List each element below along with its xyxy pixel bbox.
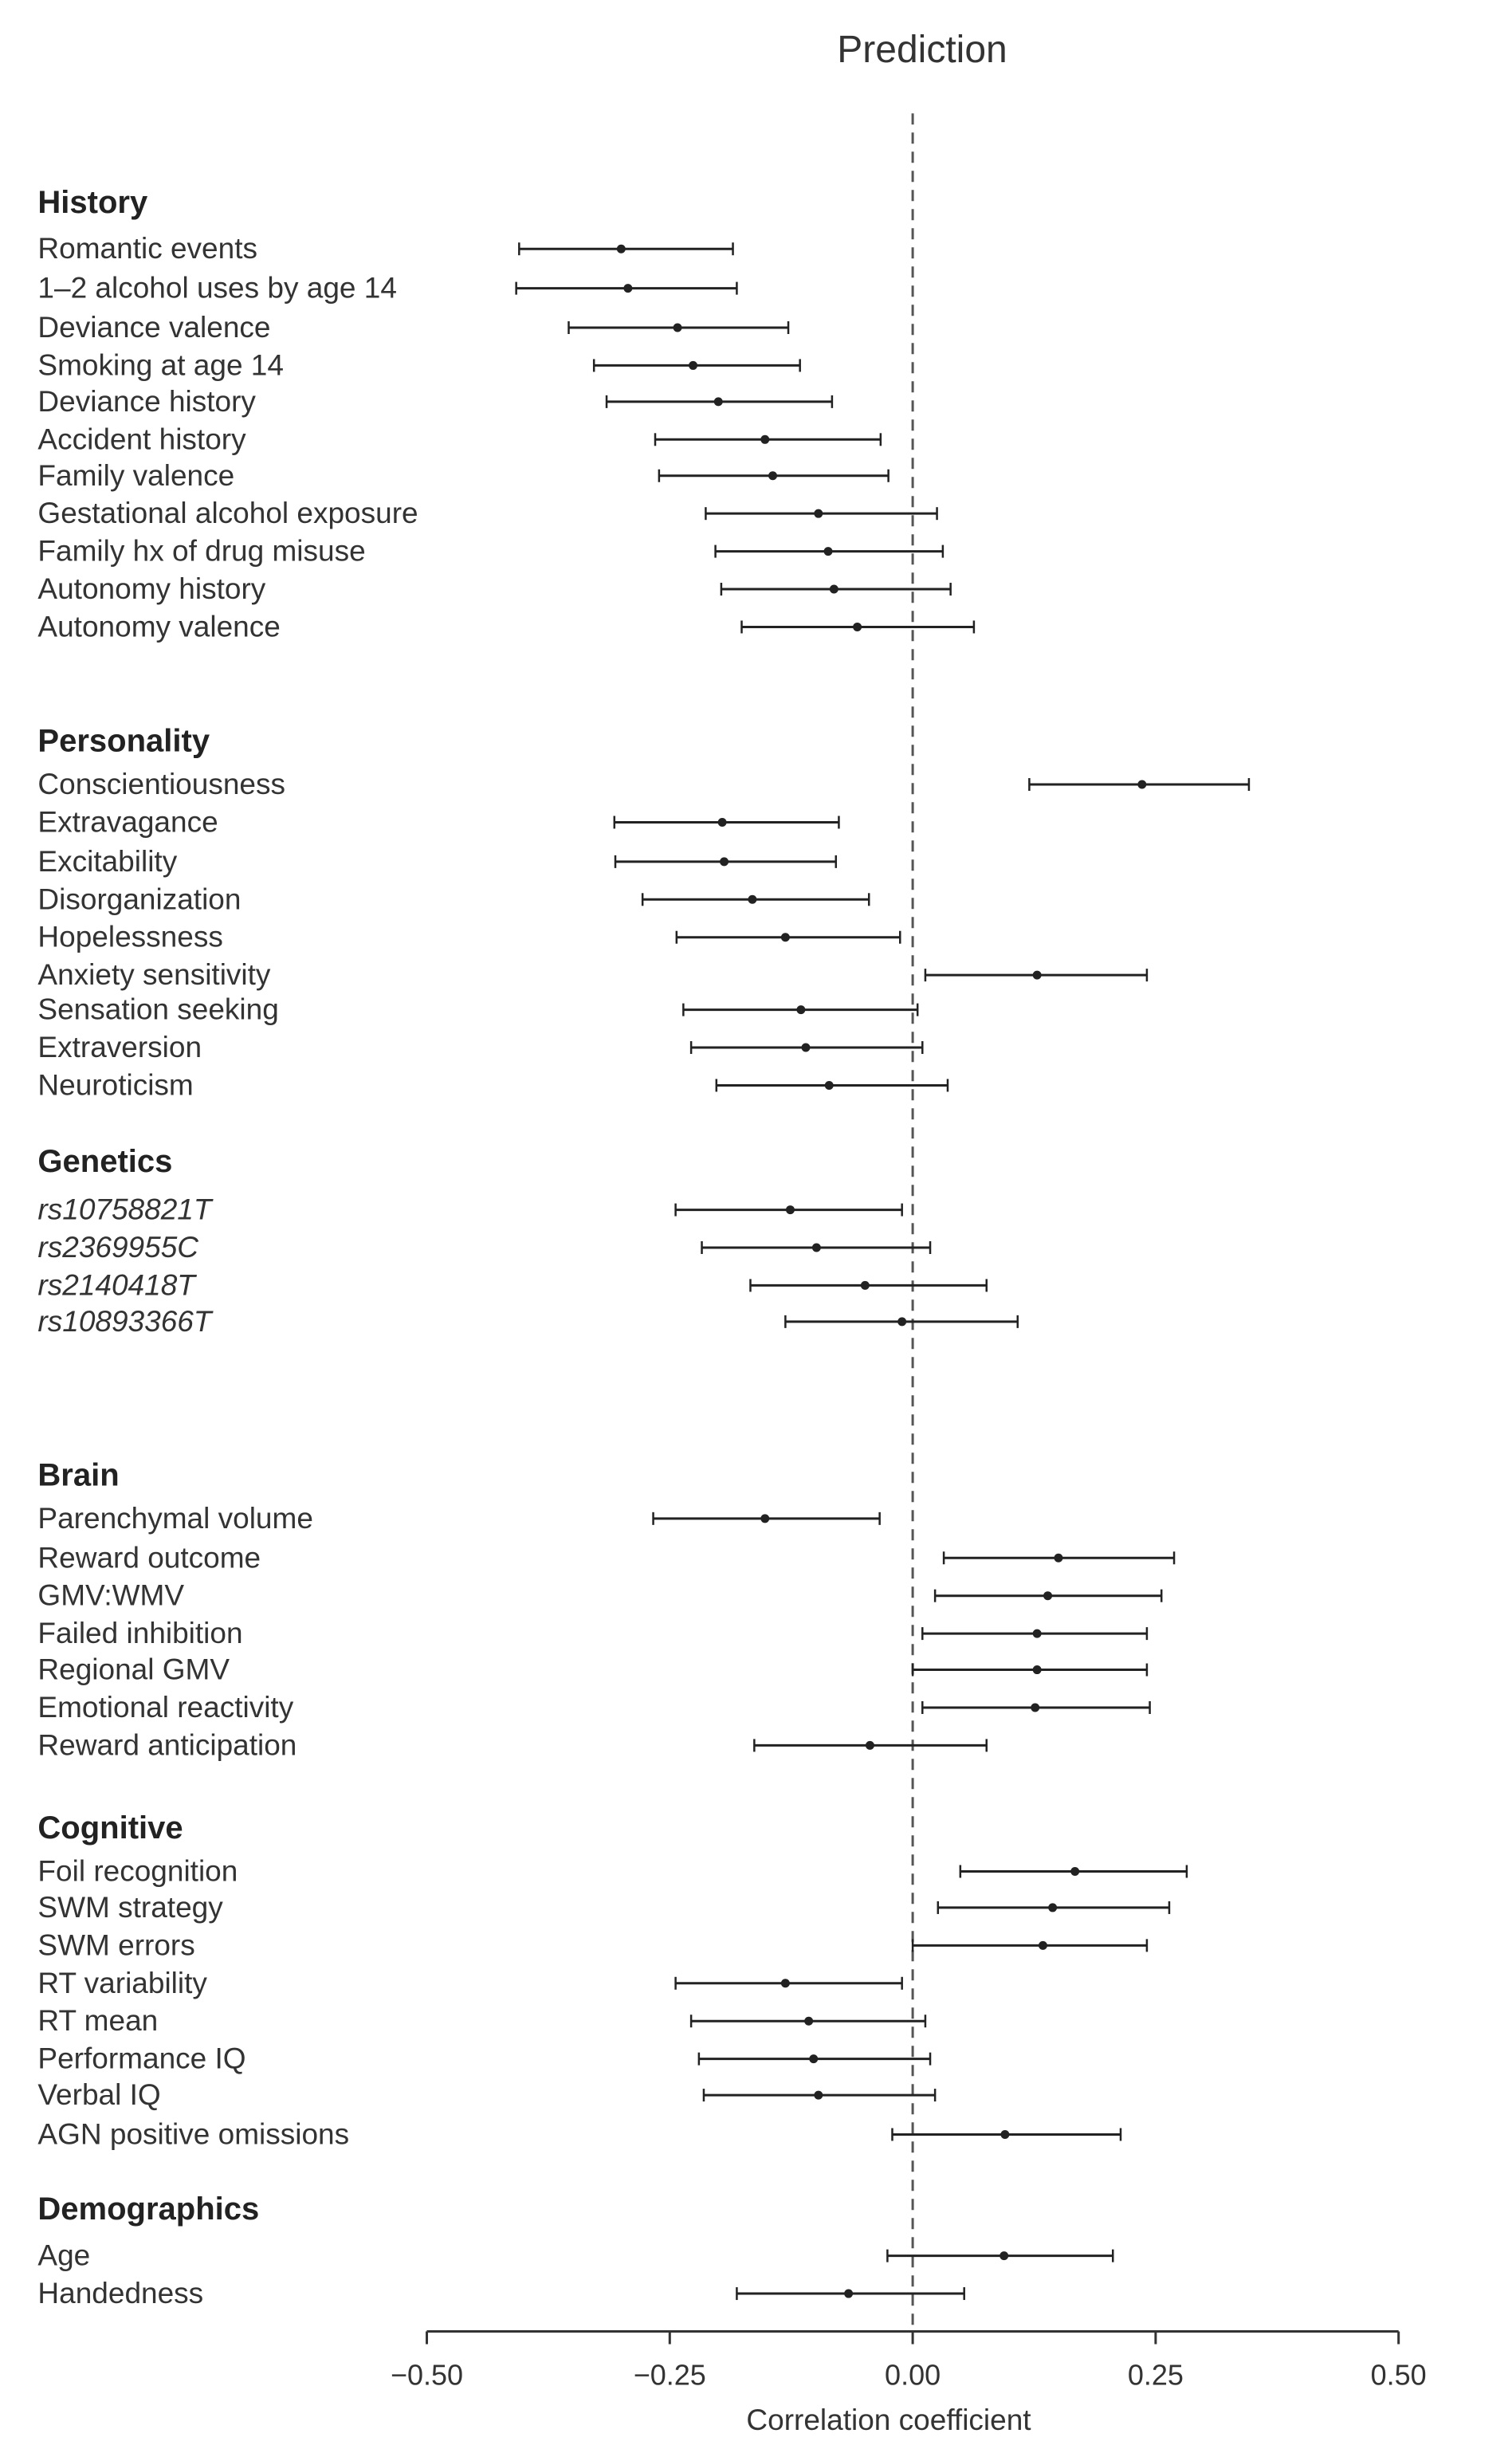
row-label: Excitability [37, 845, 177, 878]
group-header: Personality [37, 724, 210, 759]
row-label: 1–2 alcohol uses by age 14 [37, 272, 397, 305]
point-estimate [1137, 780, 1147, 789]
row-label: AGN positive omissions [37, 2117, 349, 2150]
point-estimate [804, 2016, 814, 2026]
row-label: SWM errors [37, 1928, 194, 1961]
point-estimate [1043, 1591, 1053, 1601]
x-tick-label: −0.50 [391, 2359, 463, 2392]
row-label: Parenchymal volume [37, 1502, 312, 1535]
point-estimate [1031, 1703, 1040, 1712]
row-label: Extravagance [37, 805, 218, 838]
point-estimate [1038, 1940, 1047, 1950]
point-estimate [1070, 1866, 1080, 1876]
x-tick-label: 0.50 [1371, 2359, 1427, 2392]
row-label: Extraversion [37, 1031, 202, 1063]
point-estimate [829, 584, 838, 594]
point-estimate [768, 471, 778, 481]
row-label: Smoking at age 14 [37, 348, 284, 381]
point-estimate [796, 1005, 806, 1015]
row-label: Performance IQ [37, 2042, 245, 2075]
row-label: SWM strategy [37, 1891, 223, 1924]
row-label: Sensation seeking [37, 993, 278, 1026]
group-header: Demographics [37, 2192, 259, 2227]
point-estimate [844, 2289, 854, 2298]
group-header: History [37, 185, 148, 220]
row-label: Autonomy history [37, 572, 265, 605]
row-label: RT mean [37, 2004, 158, 2037]
row-label: Accident history [37, 423, 246, 455]
point-estimate [673, 323, 682, 332]
row-label: Anxiety sensitivity [37, 958, 270, 991]
row-label: Verbal IQ [37, 2078, 160, 2111]
row-label: rs2140418T [37, 1268, 197, 1301]
row-label: rs10758821T [37, 1193, 213, 1226]
point-estimate [853, 622, 862, 631]
x-tick-label: 0.25 [1128, 2359, 1184, 2392]
row-label: Hopelessness [37, 921, 222, 953]
x-axis-label: Correlation coefficient [746, 2404, 1031, 2436]
row-label: Deviance history [37, 385, 256, 418]
point-estimate [1054, 1553, 1063, 1563]
point-estimate [689, 360, 698, 370]
row-label: RT variability [37, 1967, 207, 1999]
row-label: GMV:WMV [37, 1579, 184, 1612]
row-label: Family hx of drug misuse [37, 535, 365, 568]
point-estimate [1032, 1629, 1042, 1638]
group-header: Cognitive [37, 1810, 183, 1846]
point-estimate [823, 547, 833, 556]
row-label: Foil recognition [37, 1854, 238, 1887]
point-estimate [785, 1205, 795, 1215]
row-label: rs10893366T [37, 1305, 213, 1338]
row-label: Failed inhibition [37, 1617, 242, 1649]
point-estimate [1032, 970, 1042, 980]
row-label: rs2369955C [37, 1231, 198, 1264]
point-estimate [780, 933, 790, 942]
point-estimate [814, 509, 823, 518]
point-estimate [1032, 1665, 1042, 1675]
x-tick-label: −0.25 [634, 2359, 706, 2392]
row-label: Handedness [37, 2277, 203, 2309]
point-estimate [1048, 1903, 1058, 1912]
row-label: Emotional reactivity [37, 1691, 293, 1724]
point-estimate [811, 1243, 821, 1252]
row-label: Disorganization [37, 883, 241, 915]
point-estimate [616, 244, 626, 254]
point-estimate [801, 1043, 811, 1052]
row-label: Romantic events [37, 232, 257, 265]
point-estimate [780, 1979, 790, 1988]
point-estimate [760, 1514, 770, 1523]
chart-title: Prediction [837, 29, 1007, 71]
point-estimate [865, 1740, 874, 1750]
point-estimate [860, 1280, 870, 1290]
group-header: Brain [37, 1457, 119, 1492]
point-estimate [1000, 2129, 1010, 2139]
point-estimate [717, 817, 727, 827]
row-label: Conscientiousness [37, 768, 285, 800]
row-label: Autonomy valence [37, 610, 280, 643]
row-label: Reward outcome [37, 1541, 261, 1574]
row-label: Neuroticism [37, 1068, 193, 1101]
row-label: Gestational alcohol exposure [37, 497, 418, 529]
row-label: Family valence [37, 459, 234, 492]
row-label: Reward anticipation [37, 1728, 297, 1761]
point-estimate [897, 1317, 907, 1327]
point-estimate [814, 2090, 823, 2100]
group-header: Genetics [37, 1144, 172, 1179]
row-label: Deviance valence [37, 311, 270, 344]
x-tick-label: 0.00 [885, 2359, 941, 2392]
point-estimate [623, 284, 633, 293]
point-estimate [760, 434, 770, 444]
point-estimate [748, 894, 757, 904]
row-label: Age [37, 2239, 90, 2272]
point-estimate [809, 2054, 819, 2064]
point-estimate [720, 857, 729, 867]
point-estimate [999, 2251, 1009, 2261]
row-label: Regional GMV [37, 1653, 230, 1686]
point-estimate [824, 1080, 834, 1090]
point-estimate [713, 397, 723, 407]
